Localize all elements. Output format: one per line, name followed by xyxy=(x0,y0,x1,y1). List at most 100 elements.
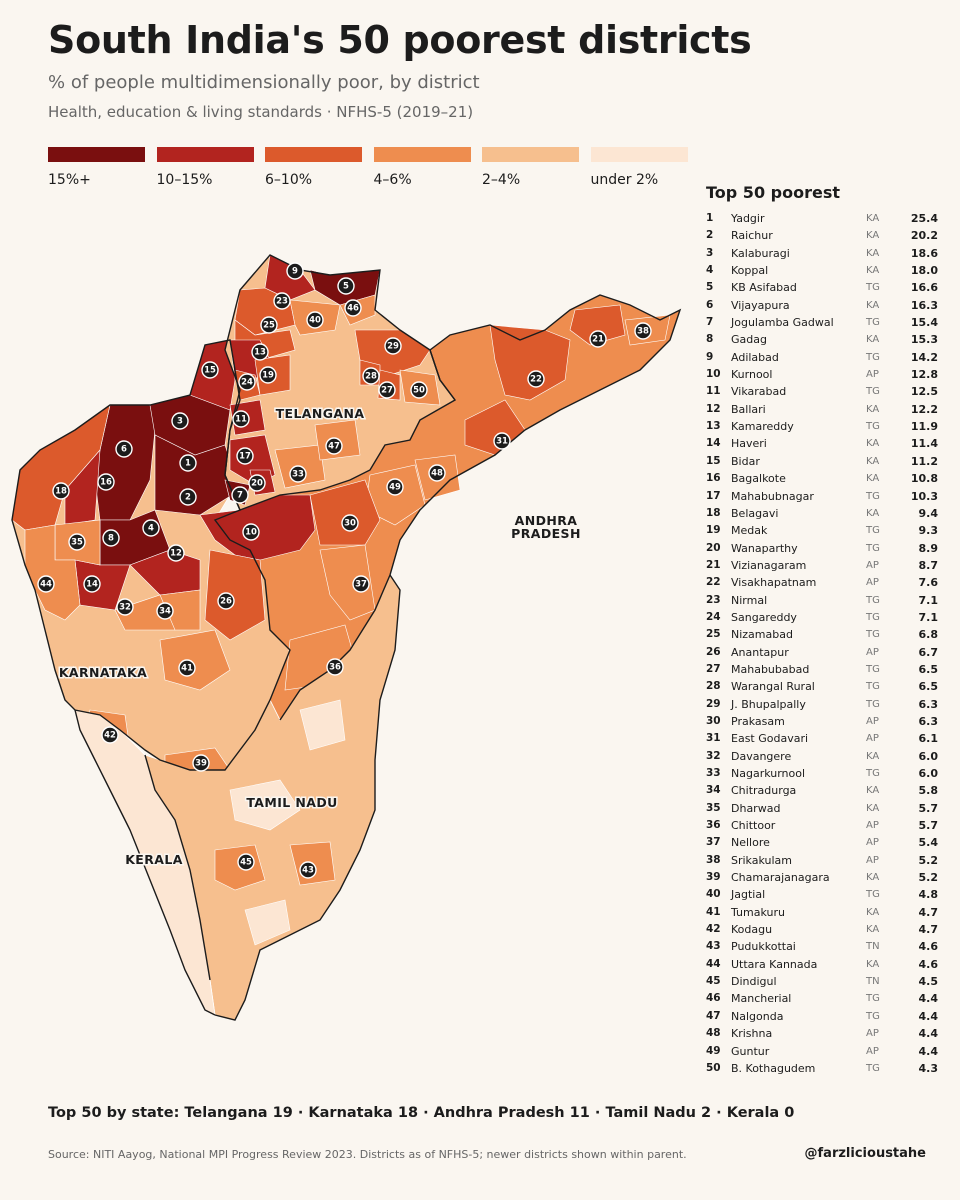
district-name: Gadag xyxy=(731,333,767,347)
ranking-row: 36 Chittoor AP 5.7 xyxy=(706,817,938,834)
marker-rank-label: 8 xyxy=(108,534,114,544)
marker-dot xyxy=(232,410,250,428)
marker-rank-label: 32 xyxy=(119,603,131,613)
legend-swatch xyxy=(156,147,254,162)
marker-rank-label: 25 xyxy=(263,321,275,331)
ranking-row: 17 Mahabubnagar TG 10.3 xyxy=(706,488,938,505)
marker-rank-label: 20 xyxy=(251,479,263,489)
state-code: KA xyxy=(866,924,880,936)
rank-number: 44 xyxy=(706,957,721,970)
district-name: Chitradurga xyxy=(731,784,797,798)
district-marker: 10 xyxy=(242,523,260,541)
ranking-row: 46 Mancherial TG 4.4 xyxy=(706,990,938,1007)
ranking-row: 23 Nirmal TG 7.1 xyxy=(706,592,938,609)
district-marker: 11 xyxy=(232,410,250,428)
marker-dot xyxy=(352,575,370,593)
district-name: Chamarajanagara xyxy=(731,871,830,885)
ranking-row: 43 Pudukkottai TN 4.6 xyxy=(706,938,938,955)
mpi-value: 5.2 xyxy=(918,853,939,867)
marker-dot xyxy=(589,330,607,348)
marker-rank-label: 7 xyxy=(237,491,243,501)
mpi-value: 11.4 xyxy=(910,437,938,451)
district-name: Kamareddy xyxy=(731,420,794,434)
mpi-value: 10.8 xyxy=(910,472,938,486)
district-name: Dharwad xyxy=(731,801,781,815)
ranking-row: 6 Vijayapura KA 16.3 xyxy=(706,297,938,314)
state-label-tamil-nadu: TAMIL NADU xyxy=(246,795,337,810)
marker-rank-label: 41 xyxy=(181,664,193,674)
legend-swatch xyxy=(48,147,145,162)
district-marker: 3 xyxy=(171,412,189,430)
marker-dot xyxy=(192,754,210,772)
state-code: TG xyxy=(866,768,880,779)
rank-number: 9 xyxy=(706,350,714,363)
state-code: TG xyxy=(866,386,880,398)
state-code: KA xyxy=(866,802,880,814)
district-marker: 25 xyxy=(260,316,278,334)
legend-label: 4–6% xyxy=(373,172,412,188)
district-name: Vikarabad xyxy=(731,385,787,399)
mpi-value: 4.4 xyxy=(918,1009,939,1023)
district-name: Vizianagaram xyxy=(731,558,807,572)
marker-dot xyxy=(97,473,115,491)
state-andhra-pradesh xyxy=(199,294,681,721)
color-legend: 15%+ 10–15% 6–10% 4–6% 2–4% under 2% xyxy=(48,147,699,188)
marker-rank-label: 50 xyxy=(413,386,425,396)
mpi-value: 4.6 xyxy=(918,940,939,954)
marker-dot xyxy=(115,440,133,458)
state-code: KA xyxy=(866,265,880,277)
marker-rank-label: 33 xyxy=(292,470,304,480)
district-name: Tumakuru xyxy=(731,905,785,919)
district-name: Dindigul xyxy=(731,975,777,989)
rank-number: 43 xyxy=(706,940,721,953)
rank-number: 28 xyxy=(706,680,721,693)
mpi-value: 5.2 xyxy=(918,871,939,885)
marker-rank-label: 27 xyxy=(381,386,393,396)
district-marker: 17 xyxy=(236,447,254,465)
rank-number: 22 xyxy=(706,576,721,589)
ranking-row: 19 Medak TG 9.3 xyxy=(706,522,938,539)
mpi-value: 4.6 xyxy=(918,957,939,971)
mpi-value: 16.6 xyxy=(910,281,938,295)
state-code: KA xyxy=(866,785,880,797)
ranking-row: 40 Jagtial TG 4.8 xyxy=(706,886,938,903)
state-code: KA xyxy=(866,872,880,884)
mpi-value: 5.4 xyxy=(918,836,939,850)
marker-dot xyxy=(362,367,380,385)
marker-rank-label: 42 xyxy=(104,731,116,741)
rank-number: 29 xyxy=(706,697,721,710)
district-marker: 45 xyxy=(237,853,255,871)
state-code: KA xyxy=(866,473,880,485)
ranking-row: 50 B. Kothagudem TG 4.3 xyxy=(706,1060,938,1077)
district-name: Kodagu xyxy=(731,923,773,937)
district-poly xyxy=(229,779,301,831)
ranking-row: 11 Vikarabad TG 12.5 xyxy=(706,383,938,400)
mpi-value: 25.4 xyxy=(910,212,938,225)
border-kerala xyxy=(74,709,216,1016)
marker-rank-label: 9 xyxy=(292,267,298,277)
ranking-row: 15 Bidar KA 11.2 xyxy=(706,453,938,470)
district-marker: 35 xyxy=(68,533,86,551)
ranking-row: 47 Nalgonda TG 4.4 xyxy=(706,1008,938,1025)
mpi-value: 10.3 xyxy=(910,489,938,503)
marker-rank-label: 45 xyxy=(240,858,252,868)
state-code: TG xyxy=(866,421,880,433)
mpi-value: 6.0 xyxy=(918,767,939,780)
mpi-value: 6.5 xyxy=(918,662,939,676)
marker-dot xyxy=(156,602,174,620)
marker-dot xyxy=(325,437,343,455)
marker-rank-label: 39 xyxy=(195,759,207,769)
legend-item: 15%+ xyxy=(48,147,145,188)
district-poly xyxy=(569,304,626,346)
rank-number: 31 xyxy=(706,732,721,745)
marker-rank-label: 34 xyxy=(159,607,171,617)
mpi-value: 4.7 xyxy=(918,923,939,937)
mpi-value: 4.4 xyxy=(918,1027,939,1041)
marker-dot xyxy=(217,592,235,610)
ranking-row: 34 Chitradurga KA 5.8 xyxy=(706,782,938,799)
rank-number: 24 xyxy=(706,610,721,623)
district-marker: 8 xyxy=(102,529,120,547)
state-code: TG xyxy=(866,611,880,623)
district-marker: 12 xyxy=(167,544,185,562)
rank-number: 30 xyxy=(706,714,721,727)
